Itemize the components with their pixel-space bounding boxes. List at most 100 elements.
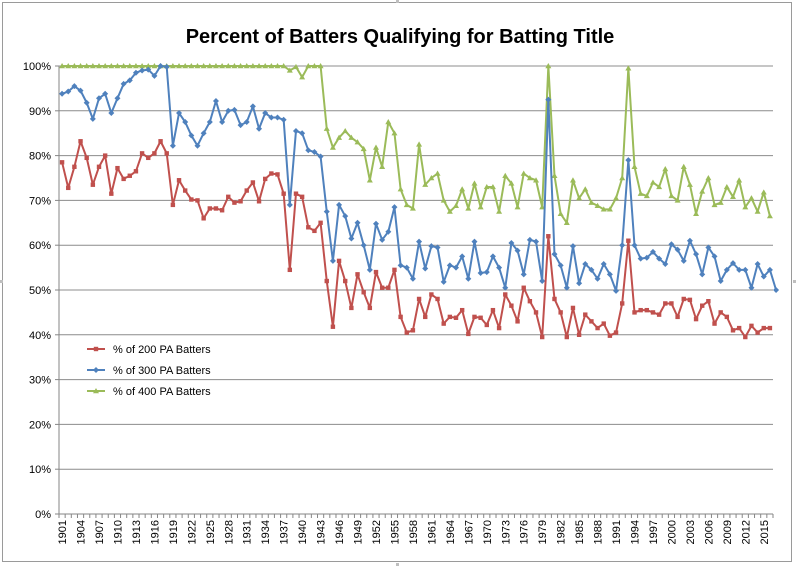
data-point — [212, 63, 219, 69]
data-point — [606, 271, 613, 278]
data-point — [146, 155, 151, 161]
x-tick-label: 1946 — [334, 520, 346, 544]
data-point — [249, 63, 256, 69]
data-point — [318, 220, 323, 225]
data-point — [490, 307, 496, 313]
data-point — [109, 191, 114, 196]
x-tick-label: 1988 — [593, 520, 605, 544]
data-point — [391, 130, 398, 136]
data-point — [428, 175, 435, 181]
data-point — [649, 248, 656, 255]
data-point — [176, 63, 183, 69]
data-point — [489, 183, 496, 190]
data-point — [472, 314, 477, 320]
data-point — [323, 125, 330, 131]
axis-layer: 0% 10% 20% 30% 40% 50% 60% 70% 80% 90% 100% 1901 190… — [23, 61, 774, 544]
data-point — [446, 208, 453, 214]
data-point — [638, 307, 643, 313]
data-point — [539, 334, 545, 340]
data-point — [96, 95, 103, 102]
resize-handle-top[interactable] — [396, 0, 399, 3]
data-point — [114, 63, 121, 69]
data-point — [342, 213, 349, 220]
data-point — [403, 264, 410, 271]
data-point — [366, 266, 373, 273]
data-point — [564, 334, 570, 340]
data-point — [730, 328, 736, 333]
data-point — [736, 266, 743, 273]
data-point — [760, 273, 767, 280]
data-point — [311, 149, 318, 156]
data-point — [434, 244, 441, 251]
data-point — [72, 164, 77, 169]
data-point — [712, 321, 717, 326]
data-point — [127, 173, 132, 178]
data-point — [656, 183, 663, 190]
data-point — [594, 275, 601, 282]
data-point — [120, 63, 127, 69]
data-point — [606, 206, 613, 212]
legend-item: % of 400 PA Batters — [87, 386, 211, 398]
data-point — [503, 292, 508, 297]
data-point — [674, 246, 681, 253]
data-point — [275, 172, 280, 177]
grid-layer — [59, 65, 773, 515]
x-tick-label: 1976 — [519, 520, 531, 544]
resize-handle-bottom[interactable] — [396, 563, 399, 566]
data-point — [225, 107, 232, 114]
data-point — [514, 247, 521, 254]
data-point — [508, 239, 515, 246]
legend-item: % of 200 PA Batters — [87, 344, 211, 356]
x-tick-label: 1943 — [316, 520, 328, 544]
data-point — [453, 202, 460, 208]
data-point — [360, 145, 367, 152]
x-tick-label: 2006 — [703, 520, 715, 544]
data-point — [669, 301, 674, 306]
data-point — [422, 265, 429, 272]
data-point — [299, 130, 306, 137]
data-point — [743, 334, 748, 340]
data-point — [484, 322, 489, 328]
data-point — [471, 238, 478, 245]
legend-label: % of 300 PA Batters — [113, 365, 211, 377]
x-tick-label: 1970 — [482, 520, 494, 544]
resize-handle-right[interactable] — [793, 280, 796, 283]
data-point — [262, 110, 269, 117]
data-point — [607, 333, 613, 338]
data-point — [232, 200, 237, 205]
data-point — [305, 63, 312, 69]
x-tick-label: 2003 — [685, 520, 697, 544]
data-point — [84, 155, 89, 161]
data-point — [435, 296, 440, 302]
data-point — [576, 332, 582, 337]
data-point — [66, 185, 71, 191]
data-point — [182, 188, 188, 193]
data-point — [767, 325, 773, 331]
data-point — [379, 236, 386, 243]
data-point — [526, 236, 533, 243]
data-point — [342, 127, 349, 134]
data-point — [423, 314, 428, 320]
data-point — [231, 63, 238, 69]
data-point — [206, 63, 213, 69]
data-point — [625, 65, 632, 71]
data-point — [330, 324, 336, 329]
data-point — [632, 310, 637, 315]
y-tick-label: 100% — [23, 61, 51, 73]
data-point — [200, 63, 207, 69]
x-tick-label: 1964 — [445, 520, 457, 544]
data-point — [65, 88, 72, 95]
x-tick-label: 1994 — [630, 520, 642, 544]
data-point — [496, 208, 503, 214]
y-tick-label: 90% — [29, 106, 51, 118]
resize-handle-left[interactable] — [0, 280, 3, 283]
data-point — [650, 310, 656, 315]
data-point — [699, 271, 706, 278]
data-point — [305, 147, 312, 154]
x-tick-label: 1955 — [389, 520, 401, 544]
data-point — [471, 180, 478, 186]
data-point — [195, 198, 200, 203]
data-point — [496, 325, 502, 331]
data-point — [176, 178, 182, 183]
y-tick-label: 20% — [29, 419, 51, 431]
